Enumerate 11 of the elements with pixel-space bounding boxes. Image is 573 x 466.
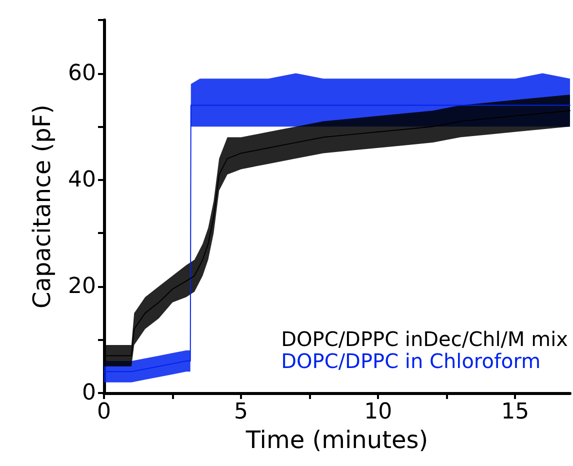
x-axis-title: Time (minutes) — [244, 426, 428, 454]
x-tick-label: 10 — [364, 400, 392, 424]
text: DOPC/DPPC inDec/Chl/M mix — [281, 327, 568, 351]
y-tick-label: 40 — [68, 167, 96, 192]
text: DOPC/DPPC in Chloroform — [281, 349, 541, 373]
y-axis-title: Capacitance (pF) — [28, 104, 56, 308]
x-tick-label: 15 — [501, 400, 530, 424]
x-tick-label: 5 — [234, 400, 248, 424]
y-tick-label: 0 — [82, 380, 96, 406]
y-tick-label: 60 — [68, 60, 96, 86]
y-tick-label: 20 — [68, 274, 96, 299]
